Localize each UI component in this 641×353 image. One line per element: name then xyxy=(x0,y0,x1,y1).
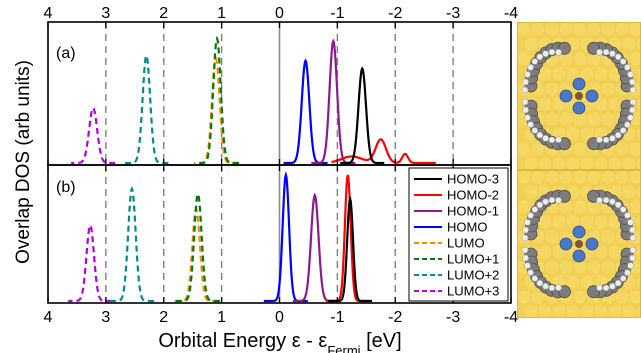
bottom-tick-label: 2 xyxy=(159,309,168,326)
molecule-render-a xyxy=(518,23,640,169)
series-curve-homo-3 xyxy=(328,195,373,303)
legend-label: LUMO+3 xyxy=(447,284,499,299)
tick-labels: 4 4 3 3 2 2 1 1 0 0 -1 -1 -2 -2 -3 -3 -4 -4 xyxy=(44,5,519,326)
top-tick-label: 4 xyxy=(44,5,53,22)
panel-a-label: (a) xyxy=(56,45,76,62)
bottom-tick-label: 3 xyxy=(101,309,110,326)
x-axis-label: Orbital Energy ε - εFermi [eV] xyxy=(158,330,401,353)
legend-label: LUMO+1 xyxy=(447,252,499,267)
series-curve-lumoplus2 xyxy=(124,53,169,165)
series-curve-homo xyxy=(283,58,328,165)
series-curve-lumo xyxy=(193,55,238,165)
legend-label: LUMO xyxy=(447,236,485,251)
series-curve-lumoplus1 xyxy=(195,35,239,165)
series-curve-homo-1 xyxy=(292,192,337,303)
bottom-tick-label: -2 xyxy=(388,309,402,326)
top-tick-label: 0 xyxy=(275,5,284,22)
top-tick-label: 3 xyxy=(101,5,110,22)
molecule-on-surface-image-b xyxy=(517,170,641,318)
top-tick-label: 2 xyxy=(159,5,168,22)
series-curve-homo-3 xyxy=(340,66,385,165)
curves xyxy=(68,35,436,303)
panel-b-label: (b) xyxy=(56,179,76,196)
y-axis-label: Overlap DOS (arb units) xyxy=(13,60,34,264)
series-curve-homo-2 xyxy=(331,138,436,165)
series-curve-lumo xyxy=(174,206,219,303)
legend-box xyxy=(408,167,509,302)
bottom-tick-label: 4 xyxy=(44,309,53,326)
top-tick-label: 1 xyxy=(217,5,226,22)
legend: HOMO-3HOMO-2HOMO-1HOMOLUMOLUMO+1LUMO+2LU… xyxy=(408,167,509,302)
legend-label: HOMO-2 xyxy=(447,188,499,203)
bottom-tick-label: -1 xyxy=(330,309,344,326)
legend-label: HOMO-1 xyxy=(447,204,499,219)
axis-ticks xyxy=(47,22,512,303)
top-tick-label: -2 xyxy=(388,5,402,22)
bottom-tick-label: -3 xyxy=(446,309,460,326)
bottom-tick-label: -4 xyxy=(504,309,518,326)
legend-label: LUMO+2 xyxy=(447,268,499,283)
legend-label: HOMO-3 xyxy=(447,172,499,187)
bottom-tick-label: 0 xyxy=(275,309,284,326)
series-curve-homo-1 xyxy=(311,38,356,165)
bottom-tick-label: 1 xyxy=(217,309,226,326)
molecule-on-surface-image-a xyxy=(517,22,641,170)
molecule-render-b xyxy=(518,171,640,317)
legend-label: HOMO xyxy=(447,220,487,235)
series-curve-lumoplus1 xyxy=(175,191,220,303)
top-tick-label: -3 xyxy=(446,5,460,22)
series-curve-lumoplus3 xyxy=(71,106,116,165)
top-tick-label: -4 xyxy=(504,5,518,22)
top-tick-label: -1 xyxy=(330,5,344,22)
series-curve-lumoplus2 xyxy=(109,186,154,303)
series-curve-homo xyxy=(263,171,308,303)
